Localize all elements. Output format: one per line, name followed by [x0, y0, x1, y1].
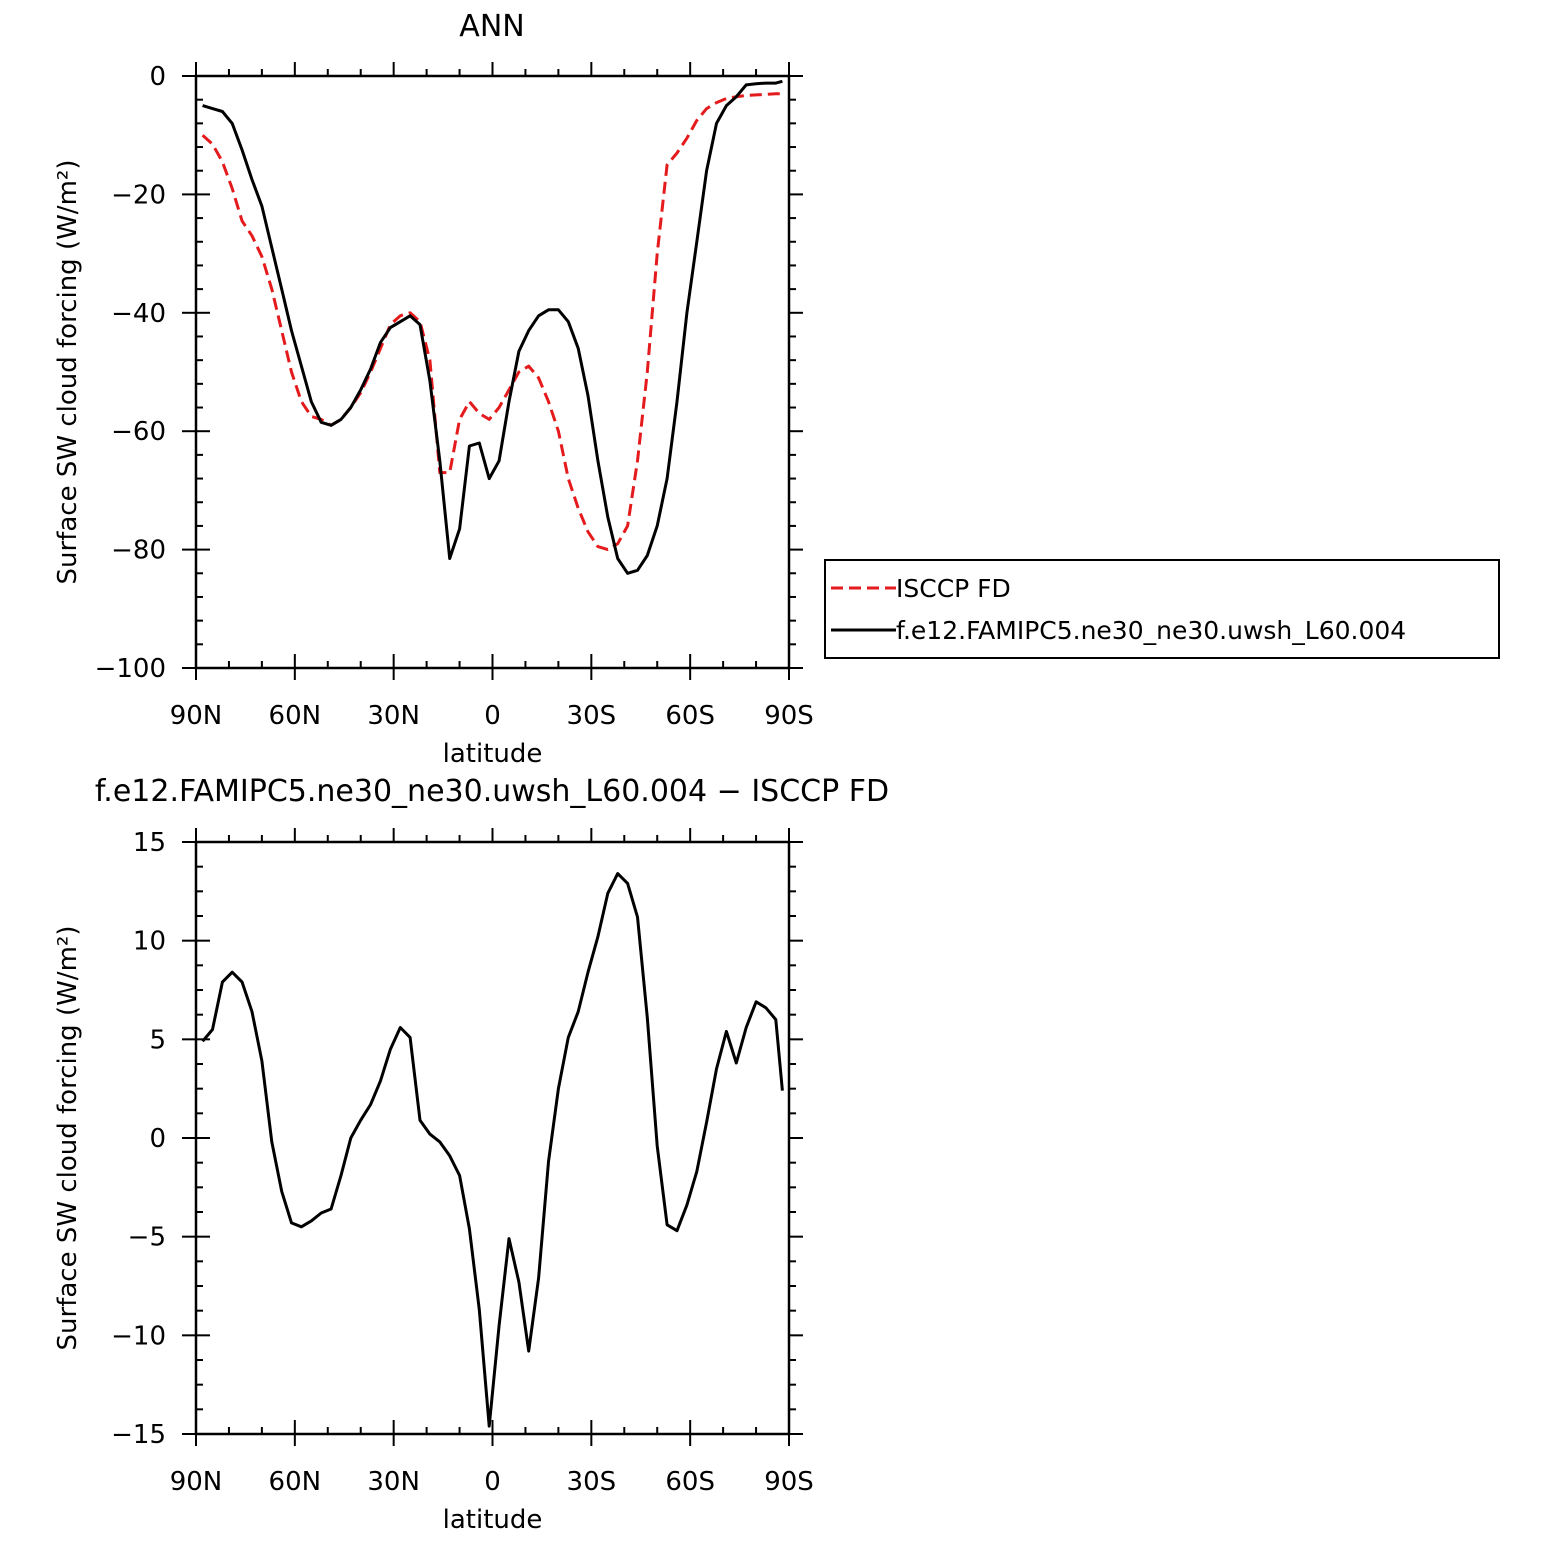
- plot-frame: [194, 840, 791, 1436]
- chart-title: f.e12.FAMIPC5.ne30_ne30.uwsh_L60.004 − I…: [95, 774, 889, 809]
- x-tick-label: 60N: [269, 701, 322, 731]
- x-tick-label: 60S: [665, 701, 715, 731]
- x-axis-label: latitude: [443, 1505, 543, 1535]
- legend-entry-isccp: ISCCP FD: [896, 574, 1011, 603]
- series-line-0: [201, 92, 783, 552]
- panel-ann: ANN 90N 60N 30N 0 30S 60S 90S 0 −20 −40 −60 −80 −100…: [53, 9, 1500, 769]
- x-tick-label: 60N: [269, 1467, 322, 1497]
- legend-entry-model: f.e12.FAMIPC5.ne30_ne30.uwsh_L60.004: [896, 616, 1406, 645]
- x-axis-label: latitude: [443, 739, 543, 769]
- x-tick-label: 30N: [367, 701, 420, 731]
- y-axis-label: Surface SW cloud forcing (W/m²): [53, 160, 83, 585]
- x-tick-label: 30S: [567, 1467, 617, 1497]
- y-tick-label: 0: [149, 62, 166, 92]
- y-tick-label: 0: [149, 1124, 166, 1154]
- y-tick-label: 10: [133, 927, 166, 957]
- axes-ticks: [182, 828, 803, 1446]
- y-tick-label: −80: [111, 536, 166, 566]
- y-tick-label: −5: [128, 1223, 166, 1253]
- x-tick-label: 0: [484, 701, 501, 731]
- y-axis-label: Surface SW cloud forcing (W/m²): [53, 926, 83, 1351]
- y-tick-label: −20: [111, 180, 166, 210]
- x-tick-label: 60S: [665, 1467, 715, 1497]
- y-tick-label: −40: [111, 299, 166, 329]
- y-tick-label: 15: [133, 828, 166, 858]
- plot-frame: [194, 74, 791, 670]
- series-line-1: [202, 79, 783, 575]
- panel-difference: f.e12.FAMIPC5.ne30_ne30.uwsh_L60.004 − I…: [53, 774, 889, 1535]
- x-tick-label: 90S: [764, 1467, 814, 1497]
- series-line-0: [201, 872, 784, 1428]
- y-tick-label: −60: [111, 417, 166, 447]
- tick-labels: 90N 60N 30N 0 30S 60S 90S 0 −20 −40 −60 −80 −100: [95, 62, 814, 731]
- legend-box: [824, 559, 1500, 659]
- y-tick-label: −10: [111, 1321, 166, 1351]
- x-tick-label: 0: [484, 1467, 501, 1497]
- x-tick-label: 90S: [764, 701, 814, 731]
- chart-title: ANN: [459, 9, 524, 44]
- x-tick-label: 30N: [367, 1467, 420, 1497]
- series-layer: [201, 79, 783, 575]
- x-tick-label: 90N: [170, 1467, 223, 1497]
- y-tick-label: −15: [111, 1420, 166, 1450]
- x-tick-label: 90N: [170, 701, 223, 731]
- legend: ISCCP FD f.e12.FAMIPC5.ne30_ne30.uwsh_L6…: [824, 559, 1500, 659]
- x-tick-label: 30S: [567, 701, 617, 731]
- series-layer: [201, 872, 784, 1428]
- tick-labels: 90N 60N 30N 0 30S 60S 90S 15 10 5 0 −5 −10 −15: [111, 828, 814, 1497]
- y-tick-label: 5: [149, 1025, 166, 1055]
- y-tick-label: −100: [95, 654, 166, 684]
